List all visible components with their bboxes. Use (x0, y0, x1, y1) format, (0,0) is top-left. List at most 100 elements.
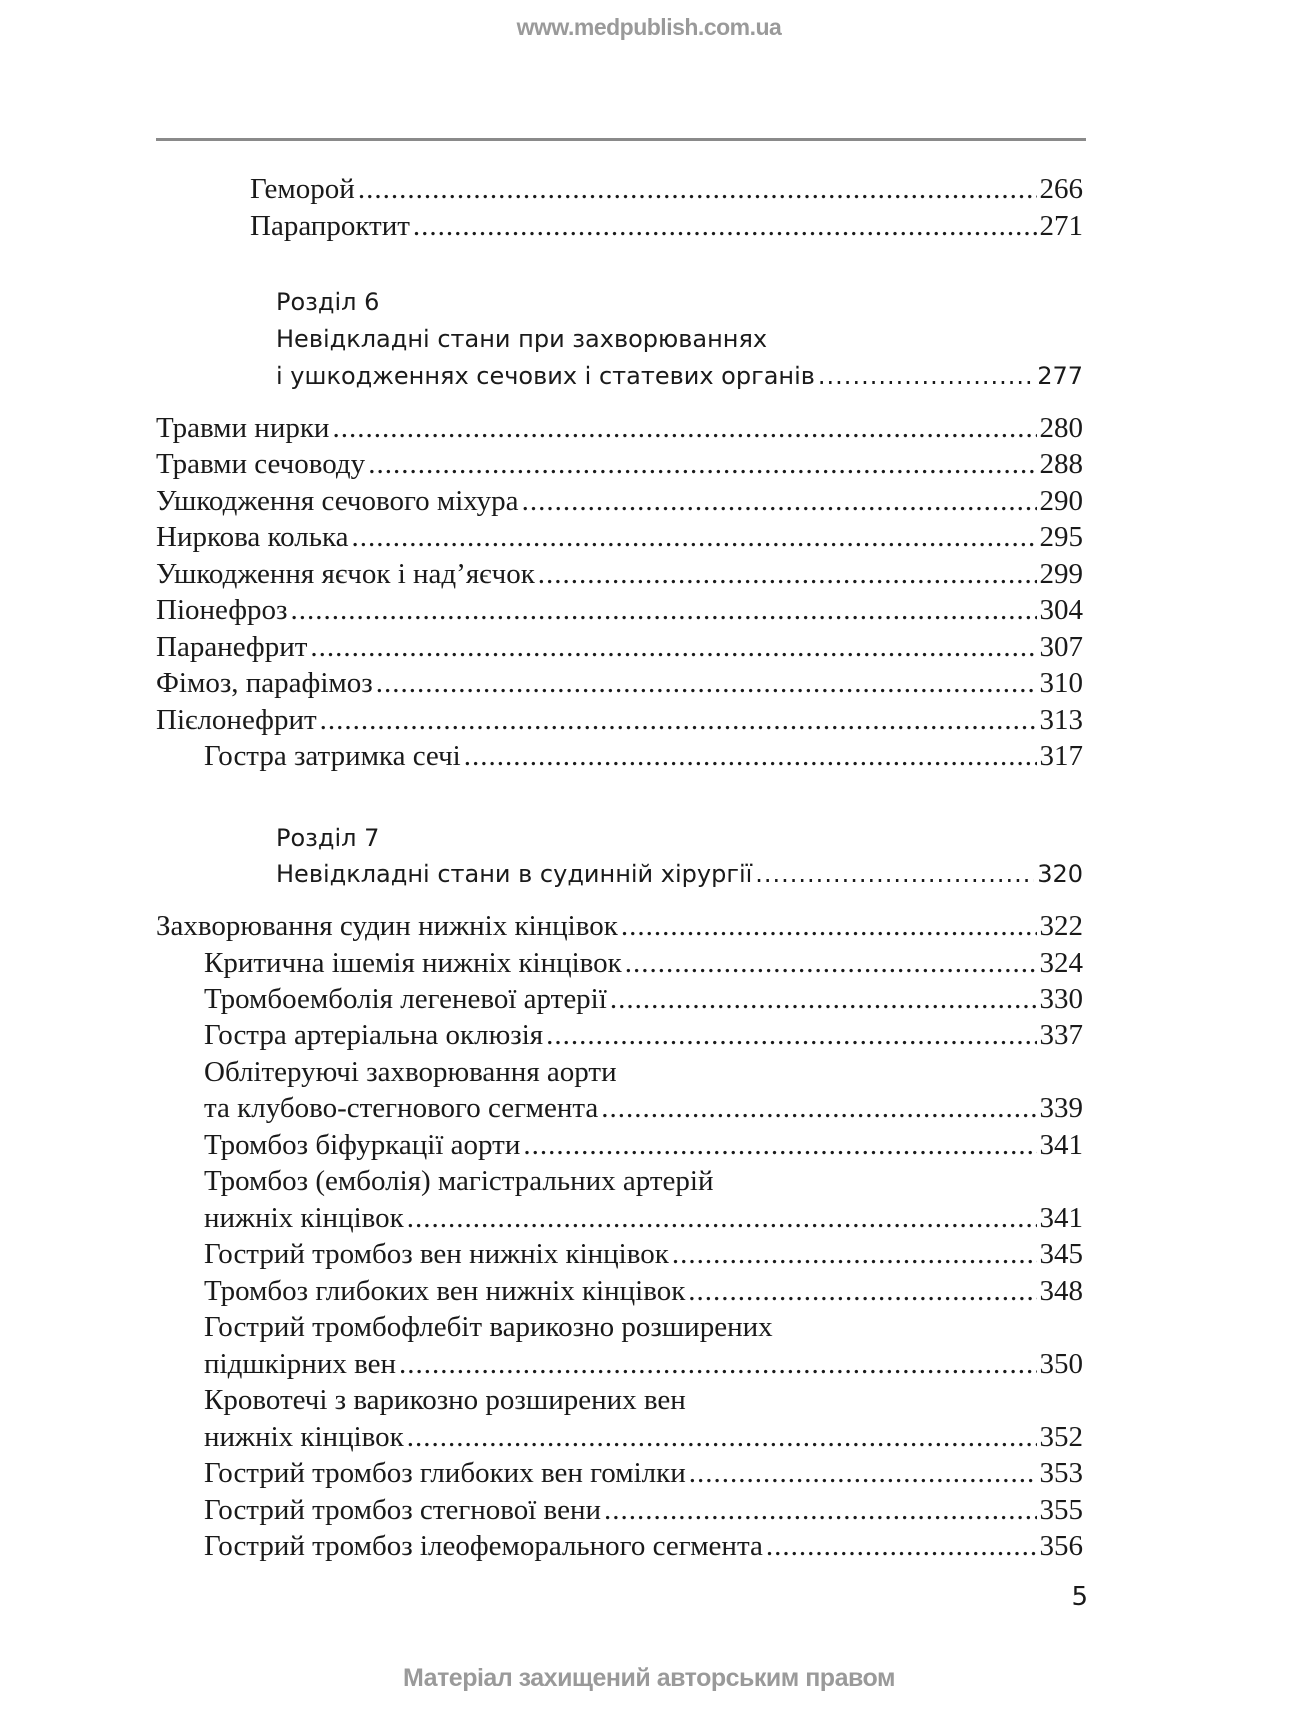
toc-entry-title: Захворювання судин нижніх кінцівок (156, 910, 618, 942)
dot-leader (320, 703, 1037, 737)
toc-entry[interactable]: підшкірних вен 350 (204, 1347, 1083, 1381)
toc-entry[interactable]: Ушкодження сечового міхура 290 (156, 484, 1083, 518)
toc-entry-page: 355 (1039, 1494, 1084, 1526)
toc-entry-title: підшкірних вен (204, 1348, 397, 1380)
dot-leader (522, 484, 1037, 518)
copyright-watermark: Матеріал захищений авторським правом (403, 1664, 895, 1692)
toc-entry-page: 288 (1039, 448, 1084, 480)
toc-entry[interactable]: нижніх кінцівок 352 (204, 1420, 1083, 1454)
dot-leader (766, 1529, 1037, 1563)
toc-entry-page: 304 (1039, 594, 1084, 626)
toc-entry-title: Ушкодження яєчок і над’яєчок (156, 558, 535, 590)
toc-entry-page: 341 (1039, 1129, 1084, 1161)
dot-leader (523, 1128, 1036, 1162)
dot-leader (351, 520, 1036, 554)
toc-entry-page: 307 (1039, 631, 1084, 663)
toc-entry-page: 290 (1039, 485, 1084, 517)
toc-entry-title: Гостра артеріальна оклюзія (204, 1019, 544, 1051)
toc-entry[interactable]: Парапроктит 271 (250, 209, 1083, 243)
toc-entry-page: 352 (1039, 1421, 1084, 1453)
toc-entry[interactable]: нижніх кінцівок 341 (204, 1201, 1083, 1235)
toc-entry-title: та клубово-стегнового сегмента (204, 1092, 599, 1124)
dot-leader (610, 982, 1037, 1016)
toc-entry[interactable]: Гострий тромбоз стегнової вени 355 (204, 1493, 1083, 1527)
page-number: 5 (1071, 1582, 1088, 1612)
toc-entry-title: Фімоз, парафімоз (156, 667, 373, 699)
toc-entry-page: 330 (1039, 983, 1084, 1015)
toc-entry-title: Гострий тромбоз вен нижніх кінцівок (204, 1238, 669, 1270)
toc-entry-page: 295 (1039, 521, 1084, 553)
toc-entry[interactable]: Тромбоз глибоких вен нижніх кінцівок 348 (204, 1274, 1083, 1308)
toc-entry[interactable]: Гострий тромбоз вен нижніх кінцівок 345 (204, 1237, 1083, 1271)
toc-entry-page: 317 (1039, 740, 1084, 772)
toc-entry[interactable]: та клубово-стегнового сегмента 339 (204, 1091, 1083, 1125)
toc-entry[interactable]: Травми сечоводу 288 (156, 447, 1083, 481)
toc-entry-page: 322 (1039, 910, 1084, 942)
dot-leader (688, 1274, 1036, 1308)
dot-leader (625, 946, 1037, 980)
toc-entry-title: нижніх кінцівок (204, 1421, 404, 1453)
toc-entry-page: 320 (1037, 860, 1083, 888)
toc-entry-title: і ушкодженнях сечових і статевих органів (276, 362, 815, 390)
toc-entry[interactable]: Тромбоз біфуркації аорти 341 (204, 1128, 1083, 1162)
toc-entry[interactable]: Критична ішемія нижніх кінцівок 324 (204, 946, 1083, 980)
toc-entry[interactable]: Фімоз, парафімоз 310 (156, 666, 1083, 700)
toc-entry-page: 345 (1039, 1238, 1084, 1270)
toc-entry[interactable]: Піонефроз 304 (156, 593, 1083, 627)
toc-entry-page: 350 (1039, 1348, 1084, 1380)
toc-entry[interactable]: Ушкодження яєчок і над’яєчок 299 (156, 557, 1083, 591)
toc-entry-title: Геморой (250, 173, 355, 205)
toc-entry-page: 266 (1039, 173, 1084, 205)
toc-entry-title: Тромбоз біфуркації аорти (204, 1129, 521, 1161)
toc-entry[interactable]: Захворювання судин нижніх кінцівок 322 (156, 909, 1083, 943)
toc-entry[interactable]: Тромбоемболія легеневої артерії 330 (204, 982, 1083, 1016)
toc-entry[interactable]: Травми нирки 280 (156, 411, 1083, 445)
dot-leader (407, 1420, 1037, 1454)
toc-entry-title-line: Тромбоз (емболія) магістральних артерій (204, 1165, 714, 1197)
toc-entry-title: Критична ішемія нижніх кінцівок (204, 947, 622, 979)
toc-entry-page: 280 (1039, 412, 1084, 444)
toc-entry-page: 310 (1039, 667, 1084, 699)
toc-entry-title: нижніх кінцівок (204, 1202, 404, 1234)
dot-leader (368, 447, 1036, 481)
dot-leader (546, 1018, 1036, 1052)
toc-entry-title: Травми сечоводу (156, 448, 366, 480)
section-entry[interactable]: Невідкладні стани в судинній хірургії 320 (276, 857, 1083, 891)
dot-leader (818, 359, 1034, 393)
toc-entry[interactable]: Гострий тромбоз ілеофеморального сегмент… (204, 1529, 1083, 1563)
toc-entry[interactable]: Геморой 266 (250, 172, 1083, 206)
toc-entry-title: Гострий тромбоз стегнової вени (204, 1494, 601, 1526)
dot-leader (310, 630, 1036, 664)
dot-leader (689, 1456, 1037, 1490)
toc-entry-page: 356 (1039, 1530, 1084, 1562)
toc-entry-page: 324 (1039, 947, 1084, 979)
toc-entry-title: Паранефрит (156, 631, 308, 663)
toc-entry-page: 339 (1039, 1092, 1084, 1124)
dot-leader (332, 411, 1036, 445)
toc-entry-title: Ниркова колька (156, 521, 349, 553)
toc-entry[interactable]: Пієлонефрит 313 (156, 703, 1083, 737)
toc-entry-title: Гострий тромбоз глибоких вен гомілки (204, 1457, 686, 1489)
dot-leader (407, 1201, 1037, 1235)
toc-entry-title: Гостра затримка сечі (204, 740, 461, 772)
dot-leader (621, 909, 1037, 943)
toc-entry-page: 348 (1039, 1275, 1084, 1307)
toc-entry[interactable]: Гостра затримка сечі 317 (204, 739, 1083, 773)
toc-entry[interactable]: Паранефрит 307 (156, 630, 1083, 664)
toc-entry-title: Піонефроз (156, 594, 288, 626)
dot-leader (604, 1493, 1037, 1527)
toc-entry-title-line: Невідкладні стани при захворюваннях (276, 325, 768, 353)
dot-leader (413, 209, 1037, 243)
dot-leader (358, 172, 1037, 206)
toc-entry[interactable]: Гостра артеріальна оклюзія 337 (204, 1018, 1083, 1052)
dot-leader (291, 593, 1037, 627)
section-entry[interactable]: і ушкодженнях сечових і статевих органів… (276, 359, 1083, 393)
toc-entry-title: Парапроктит (250, 210, 410, 242)
dot-leader (464, 739, 1037, 773)
toc-entry[interactable]: Ниркова колька 295 (156, 520, 1083, 554)
header-rule (156, 138, 1086, 141)
toc-entry-page: 313 (1039, 704, 1084, 736)
dot-leader (538, 557, 1037, 591)
toc-entry[interactable]: Гострий тромбоз глибоких вен гомілки 353 (204, 1456, 1083, 1490)
toc-entry-title-line: Гострий тромбофлебіт варикозно розширени… (204, 1311, 773, 1343)
